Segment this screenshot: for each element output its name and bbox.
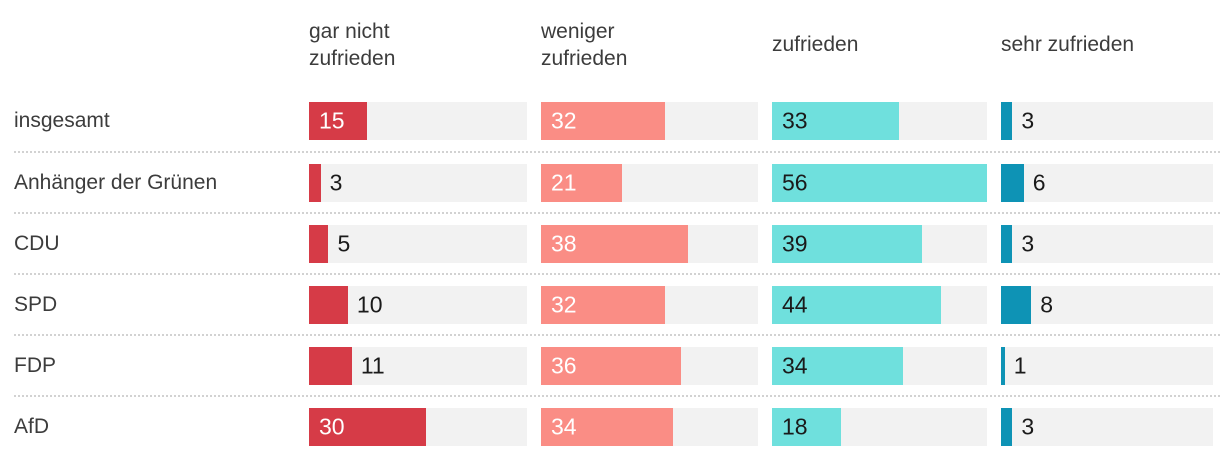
bar-weniger-zufrieden [541, 285, 665, 324]
bar-zufrieden [772, 346, 903, 385]
chart-row: SPD 10 32 44 8 [14, 273, 1220, 334]
bar-gar-nicht-zufrieden [309, 407, 426, 446]
bar-track: 18 [772, 407, 987, 446]
row-label: AfD [14, 414, 50, 438]
bar-value: 1 [1013, 352, 1027, 378]
bar-zufrieden [772, 285, 941, 324]
bar-weniger-zufrieden [541, 101, 665, 140]
bar-sehr-zufrieden [1001, 285, 1032, 324]
bar-value: 32 [551, 107, 577, 133]
bar-track: 6 [1001, 163, 1213, 202]
bar-track: 3 [309, 163, 527, 202]
chart-row: Anhänger der Grünen 3 21 56 6 [14, 151, 1220, 212]
row-label: SPD [14, 292, 58, 316]
bar-track: 15 [309, 101, 527, 140]
bar-track: 1 [1001, 346, 1213, 385]
bar-track: 3 [1001, 101, 1213, 140]
bar-value: 3 [1021, 107, 1035, 133]
bar-value: 10 [356, 291, 383, 317]
bar-track: 56 [772, 163, 987, 202]
bar-track: 34 [772, 346, 987, 385]
column-header-sehr-zufrieden: sehr zufrieden [1001, 33, 1135, 57]
bar-track: 5 [309, 224, 527, 263]
bar-value: 11 [360, 352, 385, 378]
bar-track: 33 [772, 101, 987, 140]
bar-gar-nicht-zufrieden [309, 224, 329, 263]
bar-weniger-zufrieden [541, 407, 673, 446]
bar-zufrieden [772, 407, 842, 446]
bar-gar-nicht-zufrieden [309, 346, 352, 385]
bar-track: 36 [541, 346, 758, 385]
bar-value: 44 [782, 291, 808, 317]
bar-zufrieden [772, 163, 987, 202]
bar-sehr-zufrieden [1001, 407, 1013, 446]
bar-track: 3 [1001, 224, 1213, 263]
bar-track: 34 [541, 407, 758, 446]
chart-row: CDU 5 38 39 3 [14, 212, 1220, 273]
chart-row: FDP 11 36 34 1 [14, 334, 1220, 395]
bar-value: 32 [551, 291, 577, 317]
bar-value: 56 [782, 169, 808, 195]
bar-track: 44 [772, 285, 987, 324]
bar-value: 3 [1021, 413, 1035, 439]
bar-value: 33 [782, 107, 808, 133]
bar-track: 30 [309, 407, 527, 446]
bar-value: 6 [1032, 169, 1046, 195]
bar-value: 8 [1040, 291, 1054, 317]
bar-track: 32 [541, 285, 758, 324]
bar-value: 15 [319, 107, 345, 133]
bar-track: 3 [1001, 407, 1213, 446]
bar-weniger-zufrieden [541, 224, 689, 263]
bar-track: 38 [541, 224, 758, 263]
bar-track: 11 [309, 346, 527, 385]
bar-track: 39 [772, 224, 987, 263]
bar-sehr-zufrieden [1001, 346, 1005, 385]
bar-track: 10 [309, 285, 527, 324]
bar-gar-nicht-zufrieden [309, 101, 368, 140]
bar-sehr-zufrieden [1001, 163, 1024, 202]
chart-row: insgesamt 15 32 33 3 [14, 90, 1220, 151]
bar-value: 5 [337, 230, 351, 256]
bar-value: 38 [551, 230, 577, 256]
column-header-zufrieden: zufrieden [772, 33, 859, 57]
bar-value: 39 [782, 230, 808, 256]
bar-value: 3 [329, 169, 343, 195]
bar-track: 21 [541, 163, 758, 202]
bar-value: 36 [551, 352, 577, 378]
bar-sehr-zufrieden [1001, 224, 1013, 263]
bar-value: 21 [551, 169, 577, 195]
chart-rows: insgesamt 15 32 33 3 Anhänger der Grünen 3 21 56… [14, 90, 1220, 456]
bar-gar-nicht-zufrieden [309, 285, 348, 324]
bar-sehr-zufrieden [1001, 101, 1013, 140]
bar-track: 32 [541, 101, 758, 140]
bar-value: 3 [1021, 230, 1035, 256]
column-headers: gar nicht zufrieden weniger zufrieden zufr… [14, 0, 1220, 90]
row-label: FDP [14, 353, 56, 377]
bar-zufrieden [772, 224, 922, 263]
chart-row: AfD 30 34 18 3 [14, 395, 1220, 456]
row-label: insgesamt [14, 108, 110, 132]
bar-value: 34 [782, 352, 808, 378]
column-header-weniger-zufrieden: weniger zufrieden [541, 19, 628, 70]
bar-weniger-zufrieden [541, 346, 681, 385]
bar-track: 8 [1001, 285, 1213, 324]
row-label: Anhänger der Grünen [14, 170, 218, 194]
bar-weniger-zufrieden [541, 163, 623, 202]
bar-value: 18 [782, 413, 808, 439]
bar-value: 34 [551, 413, 577, 439]
column-header-gar-nicht-zufrieden: gar nicht zufrieden [309, 19, 396, 70]
bar-value: 30 [319, 413, 345, 439]
bar-gar-nicht-zufrieden [309, 163, 321, 202]
bar-zufrieden [772, 101, 899, 140]
row-label: CDU [14, 231, 60, 255]
